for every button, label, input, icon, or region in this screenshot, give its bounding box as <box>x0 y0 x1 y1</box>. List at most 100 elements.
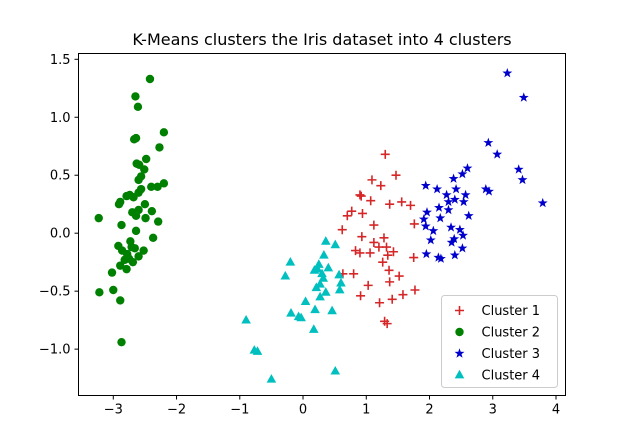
data-point <box>369 220 379 230</box>
data-point <box>443 196 454 207</box>
data-point <box>153 182 162 192</box>
data-point <box>379 233 389 243</box>
data-point <box>131 226 141 236</box>
data-point <box>537 197 548 208</box>
data-point <box>140 165 149 174</box>
data-point <box>443 204 454 215</box>
data-point <box>141 154 151 164</box>
data-point <box>406 200 416 210</box>
data-point <box>367 175 377 185</box>
data-point <box>448 173 459 183</box>
data-point <box>266 374 277 383</box>
data-point <box>366 196 376 206</box>
data-points <box>94 68 548 383</box>
data-point <box>374 242 384 252</box>
data-point <box>458 196 469 207</box>
x-tick-label: 2 <box>425 403 433 418</box>
data-point <box>441 189 452 200</box>
data-point <box>454 224 465 234</box>
data-point <box>145 74 155 84</box>
data-point <box>460 189 471 200</box>
data-point <box>153 217 163 226</box>
data-point <box>286 307 296 317</box>
legend: Cluster 1 Cluster 2 Cluster 3 Cluster 4 <box>441 295 558 388</box>
data-point <box>300 296 311 305</box>
data-point <box>398 290 408 300</box>
data-point <box>435 212 446 223</box>
data-point <box>425 234 436 245</box>
data-point <box>95 288 104 297</box>
data-point <box>356 191 366 201</box>
data-point <box>129 135 139 144</box>
data-point <box>397 197 407 207</box>
data-point <box>280 270 291 280</box>
data-point <box>517 174 528 185</box>
data-point <box>457 168 468 179</box>
data-point <box>330 365 341 375</box>
data-point <box>134 175 143 185</box>
data-point <box>314 259 324 268</box>
series-cluster-2 <box>94 74 169 347</box>
data-point <box>409 219 419 229</box>
y-tick-label: 1.0 <box>50 111 71 126</box>
data-point <box>391 170 401 180</box>
data-point <box>141 213 150 223</box>
data-point <box>131 211 141 221</box>
data-point <box>132 159 141 168</box>
data-point <box>159 179 169 188</box>
data-point <box>385 277 395 287</box>
data-point <box>369 237 379 247</box>
data-point <box>449 194 460 204</box>
legend-marker <box>455 327 464 337</box>
legend-label: Cluster 2 <box>482 326 541 341</box>
plot-area-frame <box>78 53 566 396</box>
data-point <box>458 230 468 240</box>
data-point <box>432 183 443 194</box>
y-tick-label: −0.5 <box>39 285 71 300</box>
data-point <box>320 287 331 296</box>
legend-marker <box>454 348 465 358</box>
legend-label: Cluster 3 <box>482 347 541 362</box>
data-point <box>342 211 352 221</box>
data-point <box>114 200 124 209</box>
data-point <box>116 261 125 270</box>
x-tick-label: −3 <box>104 403 123 418</box>
data-point <box>330 239 341 249</box>
data-point <box>336 277 346 287</box>
data-point <box>337 225 347 235</box>
data-point <box>334 269 344 279</box>
series-cluster-4 <box>241 236 346 383</box>
x-tick-label: 3 <box>489 403 497 418</box>
y-tick-label: 0.5 <box>50 169 71 184</box>
data-point <box>421 248 432 259</box>
data-point <box>502 68 513 78</box>
data-point <box>387 294 397 304</box>
data-point <box>122 264 131 274</box>
data-point <box>449 250 460 260</box>
data-point <box>449 233 460 244</box>
data-point <box>130 244 139 253</box>
data-point <box>241 314 251 324</box>
y-tick-label: 0.0 <box>50 227 71 242</box>
data-point <box>435 253 446 263</box>
data-point <box>355 190 365 200</box>
data-point <box>308 324 319 333</box>
data-point <box>422 207 432 217</box>
data-point <box>159 128 169 137</box>
data-point <box>463 210 474 221</box>
data-point <box>356 291 366 301</box>
data-point <box>428 225 439 236</box>
legend-marker <box>455 306 464 315</box>
data-point <box>380 149 390 159</box>
axis-ticks: −3 −2 −1 0 1 2 3 4 −1.0 −0.5 0.0 0.5 1.0 1.5 <box>39 53 560 418</box>
data-point <box>420 221 431 231</box>
data-point <box>107 268 117 277</box>
data-point <box>420 180 431 190</box>
data-point <box>363 280 373 290</box>
data-point <box>480 183 491 194</box>
data-point <box>388 247 398 257</box>
legend-box <box>441 295 558 388</box>
data-point <box>140 200 150 209</box>
data-point <box>122 191 131 201</box>
data-point <box>385 199 395 209</box>
